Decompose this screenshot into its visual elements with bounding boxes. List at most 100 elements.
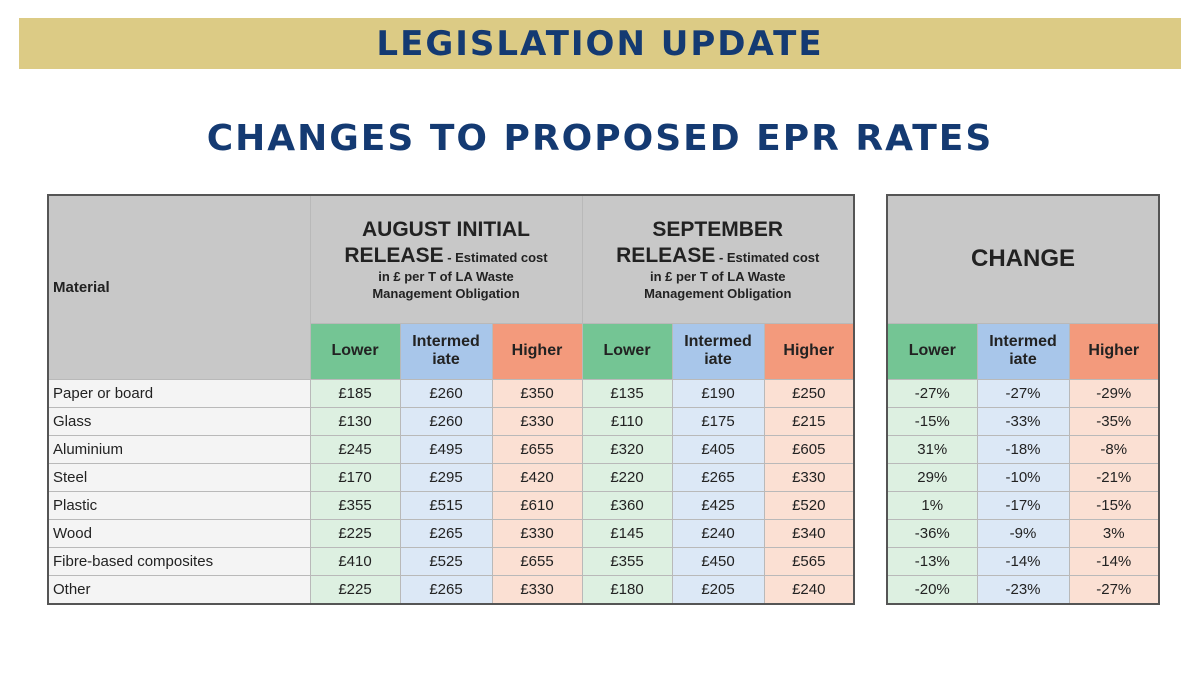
table-row: Aluminium £245 £495 £655 £320 £405 £605 bbox=[47, 434, 855, 464]
aug-value-cell: £330 bbox=[491, 406, 583, 436]
sep-value-cell: £135 bbox=[581, 378, 673, 408]
change-higher-header: Higher bbox=[1068, 322, 1160, 380]
sep-value-cell: £265 bbox=[671, 462, 765, 492]
page-title: CHANGES TO PROPOSED EPR RATES bbox=[206, 118, 994, 159]
change-value-cell: -15% bbox=[1068, 490, 1160, 520]
aug-value-cell: £515 bbox=[399, 490, 493, 520]
material-cell: Glass bbox=[47, 406, 311, 436]
change-header: CHANGE bbox=[886, 194, 1160, 324]
change-value-cell: -29% bbox=[1068, 378, 1160, 408]
sep-value-cell: £220 bbox=[581, 462, 673, 492]
aug-higher-header: Higher bbox=[491, 322, 583, 380]
sep-value-cell: £330 bbox=[763, 462, 855, 492]
change-value-cell: 29% bbox=[886, 462, 978, 492]
change-value-cell: 3% bbox=[1068, 518, 1160, 548]
table-row: Plastic £355 £515 £610 £360 £425 £520 bbox=[47, 490, 855, 520]
sep-value-cell: £180 bbox=[581, 574, 673, 604]
change-value-cell: -36% bbox=[886, 518, 978, 548]
table-row: Steel £170 £295 £420 £220 £265 £330 bbox=[47, 462, 855, 492]
aug-value-cell: £355 bbox=[309, 490, 401, 520]
aug-intermediate-header: Intermed iate bbox=[399, 322, 493, 380]
aug-value-cell: £225 bbox=[309, 518, 401, 548]
change-value-cell: -20% bbox=[886, 574, 978, 604]
sep-value-cell: £450 bbox=[671, 546, 765, 576]
sep-value-cell: £405 bbox=[671, 434, 765, 464]
material-cell: Paper or board bbox=[47, 378, 311, 408]
aug-value-cell: £260 bbox=[399, 406, 493, 436]
sep-value-cell: £355 bbox=[581, 546, 673, 576]
table-row: 31% -18% -8% bbox=[886, 434, 1160, 464]
change-value-cell: -9% bbox=[976, 518, 1070, 548]
table-row: Wood £225 £265 £330 £145 £240 £340 bbox=[47, 518, 855, 548]
sep-value-cell: £425 bbox=[671, 490, 765, 520]
change-value-cell: -8% bbox=[1068, 434, 1160, 464]
aug-value-cell: £525 bbox=[399, 546, 493, 576]
aug-value-cell: £170 bbox=[309, 462, 401, 492]
aug-value-cell: £350 bbox=[491, 378, 583, 408]
aug-value-cell: £330 bbox=[491, 518, 583, 548]
sep-value-cell: £190 bbox=[671, 378, 765, 408]
aug-value-cell: £265 bbox=[399, 574, 493, 604]
aug-value-cell: £495 bbox=[399, 434, 493, 464]
change-table: CHANGE Lower Intermed iate Higher -27% -27… bbox=[886, 194, 1160, 605]
aug-value-cell: £610 bbox=[491, 490, 583, 520]
material-cell: Other bbox=[47, 574, 311, 604]
table-row: -20% -23% -27% bbox=[886, 574, 1160, 604]
sep-intermediate-header: Intermed iate bbox=[671, 322, 765, 380]
aug-lower-header: Lower bbox=[309, 322, 401, 380]
change-value-cell: -13% bbox=[886, 546, 978, 576]
change-intermediate-header: Intermed iate bbox=[976, 322, 1070, 380]
sep-value-cell: £175 bbox=[671, 406, 765, 436]
aug-value-cell: £260 bbox=[399, 378, 493, 408]
banner-title: LEGISLATION UPDATE bbox=[376, 23, 824, 64]
change-value-cell: -27% bbox=[1068, 574, 1160, 604]
sep-value-cell: £320 bbox=[581, 434, 673, 464]
table-row: -27% -27% -29% bbox=[886, 378, 1160, 408]
sep-lower-header: Lower bbox=[581, 322, 673, 380]
material-cell: Steel bbox=[47, 462, 311, 492]
material-cell: Plastic bbox=[47, 490, 311, 520]
aug-value-cell: £410 bbox=[309, 546, 401, 576]
aug-value-cell: £420 bbox=[491, 462, 583, 492]
rates-table: Material AUGUST INITIAL RELEASE - Estima… bbox=[47, 194, 855, 605]
material-cell: Wood bbox=[47, 518, 311, 548]
september-header: SEPTEMBER RELEASE - Estimated cost in £ … bbox=[581, 194, 855, 324]
sep-value-cell: £340 bbox=[763, 518, 855, 548]
sep-value-cell: £250 bbox=[763, 378, 855, 408]
table-row: Paper or board £185 £260 £350 £135 £190 £250 bbox=[47, 378, 855, 408]
sep-value-cell: £145 bbox=[581, 518, 673, 548]
table-row: -15% -33% -35% bbox=[886, 406, 1160, 436]
change-value-cell: -17% bbox=[976, 490, 1070, 520]
sep-value-cell: £360 bbox=[581, 490, 673, 520]
sep-higher-header: Higher bbox=[763, 322, 855, 380]
table-row: -13% -14% -14% bbox=[886, 546, 1160, 576]
change-value-cell: -10% bbox=[976, 462, 1070, 492]
change-value-cell: -21% bbox=[1068, 462, 1160, 492]
sep-value-cell: £565 bbox=[763, 546, 855, 576]
table-row: Glass £130 £260 £330 £110 £175 £215 bbox=[47, 406, 855, 436]
sep-value-cell: £605 bbox=[763, 434, 855, 464]
material-cell: Aluminium bbox=[47, 434, 311, 464]
change-value-cell: -18% bbox=[976, 434, 1070, 464]
table-row: Fibre-based composites £410 £525 £655 £355 £4… bbox=[47, 546, 855, 576]
change-value-cell: -14% bbox=[976, 546, 1070, 576]
change-value-cell: -14% bbox=[1068, 546, 1160, 576]
change-value-cell: -27% bbox=[886, 378, 978, 408]
aug-value-cell: £225 bbox=[309, 574, 401, 604]
change-value-cell: -27% bbox=[976, 378, 1070, 408]
header-banner: LEGISLATION UPDATE bbox=[19, 18, 1181, 69]
table-row: 29% -10% -21% bbox=[886, 462, 1160, 492]
change-lower-header: Lower bbox=[886, 322, 978, 380]
sep-value-cell: £205 bbox=[671, 574, 765, 604]
change-value-cell: -15% bbox=[886, 406, 978, 436]
table-row: 1% -17% -15% bbox=[886, 490, 1160, 520]
table-row: -36% -9% 3% bbox=[886, 518, 1160, 548]
sep-value-cell: £215 bbox=[763, 406, 855, 436]
aug-value-cell: £330 bbox=[491, 574, 583, 604]
aug-value-cell: £655 bbox=[491, 434, 583, 464]
change-value-cell: -23% bbox=[976, 574, 1070, 604]
change-value-cell: -35% bbox=[1068, 406, 1160, 436]
sep-value-cell: £520 bbox=[763, 490, 855, 520]
august-header: AUGUST INITIAL RELEASE - Estimated cost … bbox=[309, 194, 583, 324]
aug-value-cell: £265 bbox=[399, 518, 493, 548]
